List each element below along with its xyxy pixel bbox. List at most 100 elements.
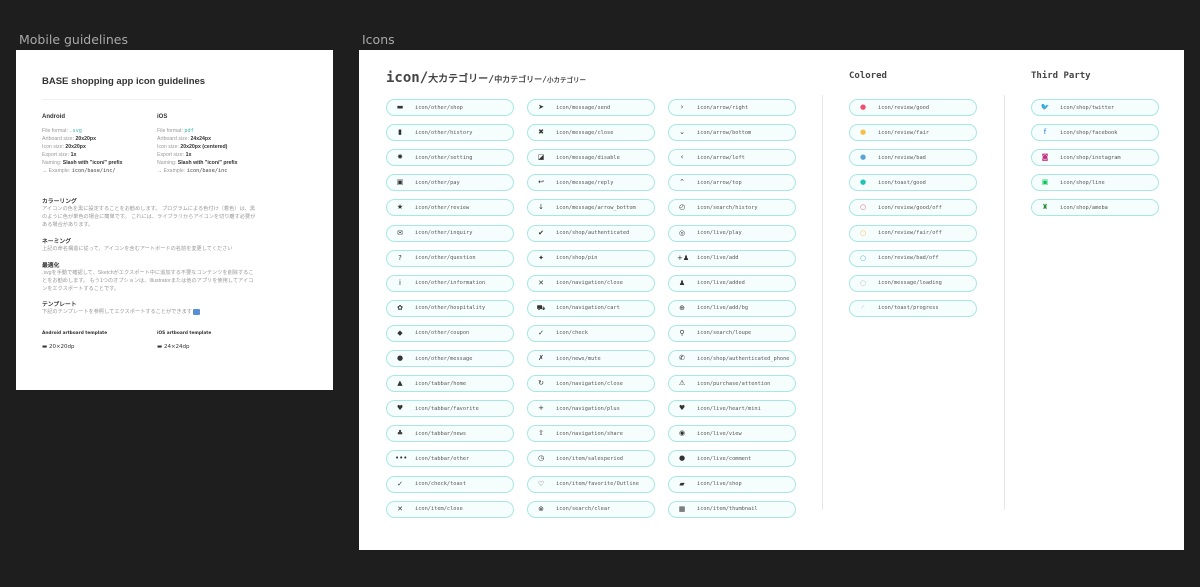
icon-item[interactable]: ⛟ icon/navigation/cart: [527, 299, 655, 317]
icon-item[interactable]: ✹ icon/other/setting: [386, 149, 514, 167]
other-review-icon: ★: [396, 203, 404, 212]
icon-item[interactable]: ⚲ icon/search/loupe: [668, 324, 796, 342]
icon-item[interactable]: ○ icon/review/bad/off: [849, 249, 977, 267]
third-party-heading: Third Party: [1031, 71, 1091, 81]
icon-item[interactable]: ⌄ icon/arrow/bottom: [668, 124, 796, 142]
icon-item[interactable]: ♜ icon/shop/ameba: [1031, 199, 1159, 217]
icon-item[interactable]: ♥ icon/live/heart/mini: [668, 400, 796, 418]
download-icon[interactable]: [193, 308, 201, 315]
arrow-left-icon: ‹: [680, 153, 684, 162]
other-setting-icon: ✹: [397, 153, 403, 162]
spec-label: → Example:: [42, 168, 71, 174]
icon-item[interactable]: ✿ icon/other/hospitality: [386, 299, 514, 317]
icon-item[interactable]: ● icon/review/fair: [849, 124, 977, 142]
icon-item[interactable]: ▬ icon/other/shop: [386, 99, 514, 116]
icon-name: icon/live/play: [697, 230, 742, 236]
navigation-cart-icon: ⛟: [536, 303, 546, 312]
icon-item[interactable]: ● icon/review/bad: [849, 149, 977, 167]
heading-part: 小カテゴリー: [547, 76, 587, 84]
icon-item[interactable]: ▲ icon/tabbar/home: [386, 375, 514, 393]
icon-item[interactable]: +♟ icon/live/add: [668, 249, 796, 267]
icon-item[interactable]: ? icon/other/question: [386, 249, 514, 267]
arrow-right-icon: ›: [680, 103, 684, 111]
frame-label-icons[interactable]: Icons: [362, 32, 395, 47]
icon-name: icon/message/disable: [556, 154, 620, 161]
arrow-bottom-icon: ⌄: [679, 128, 685, 137]
section-body: 下記のテンプレートを参照してエクスポートすることができます: [42, 309, 192, 315]
icon-item[interactable]: ○ icon/review/fair/off: [849, 224, 977, 242]
icon-name: icon/message/reply: [556, 179, 614, 186]
icon-item[interactable]: ○ icon/review/good/off: [849, 199, 977, 217]
icon-item[interactable]: ★ icon/other/review: [386, 199, 514, 217]
icon-item[interactable]: ● icon/other/message: [386, 350, 514, 367]
icon-item[interactable]: ✆ icon/shop/authenticated_phone: [668, 350, 796, 367]
icon-item[interactable]: ▦ icon/item/thumbnail: [668, 500, 796, 518]
icon-item[interactable]: ● icon/toast/good: [849, 174, 977, 192]
icon-item[interactable]: ➤ icon/message/send: [527, 99, 655, 116]
spec-value: 1x: [70, 152, 77, 158]
icon-item[interactable]: ✦ icon/shop/pin: [527, 249, 655, 267]
icon-item[interactable]: ♟ icon/live/added: [668, 274, 796, 292]
icon-name: icon/other/review: [415, 204, 470, 211]
icon-item[interactable]: ⚠ icon/purchase/attention: [668, 375, 796, 393]
icon-item[interactable]: ◷ icon/item/salesperiod: [527, 450, 655, 468]
icon-item[interactable]: ⌃ icon/arrow/top: [668, 174, 796, 192]
icon-item[interactable]: ••• icon/tabbar/other: [386, 450, 514, 468]
icon-item[interactable]: i icon/other/information: [386, 274, 514, 292]
icon-item[interactable]: ✗ icon/news/mute: [527, 350, 655, 367]
icon-item[interactable]: ◉ icon/live/view: [668, 425, 796, 443]
icon-item[interactable]: ⊗ icon/search/clear: [527, 500, 655, 518]
section-coloring: カラーリング アイコンの色を黒に設定することをお勧めします。 プログラムによる色…: [42, 196, 257, 229]
icon-item[interactable]: ◙ icon/shop/instagram: [1031, 149, 1159, 167]
icon-item[interactable]: ⊕ icon/live/add/bg: [668, 299, 796, 317]
icon-item[interactable]: ↓ icon/message/arrow_bottom: [527, 199, 655, 217]
icon-item[interactable]: ✓ icon/check/toast: [386, 475, 514, 493]
icon-item[interactable]: ◜ icon/toast/progress: [849, 299, 977, 317]
message-disable-icon: ◪: [537, 153, 545, 162]
icon-item[interactable]: ◴ icon/search/history: [668, 199, 796, 217]
icon-name: icon/toast/progress: [878, 305, 939, 312]
icon-item[interactable]: ♥ icon/tabbar/favorite: [386, 400, 514, 418]
icon-name: icon/arrow/bottom: [697, 129, 752, 136]
icon-item[interactable]: ▮ icon/other/history: [386, 124, 514, 142]
icon-item[interactable]: ♣ icon/tabbar/news: [386, 425, 514, 443]
icon-item[interactable]: ○ icon/message/loading: [849, 274, 977, 292]
icon-item[interactable]: ✕ icon/item/close: [386, 500, 514, 518]
icon-item[interactable]: ▣ icon/shop/line: [1031, 174, 1159, 192]
section-title: 最適化: [42, 263, 60, 269]
spec-label: Export size:: [42, 152, 70, 158]
icon-item[interactable]: ◆ icon/other/coupon: [386, 324, 514, 342]
icon-item[interactable]: ✓ icon/check: [527, 324, 655, 342]
icon-name: icon/item/salesperiod: [556, 455, 623, 462]
icon-item[interactable]: ⇧ icon/navigation/share: [527, 425, 655, 443]
icon-item[interactable]: › icon/arrow/right: [668, 99, 796, 116]
icon-item[interactable]: ‹ icon/arrow/left: [668, 149, 796, 167]
icon-item[interactable]: ✖ icon/message/close: [527, 124, 655, 142]
icon-item[interactable]: ↻ icon/navigation/close: [527, 375, 655, 393]
spec-value: 20x20px (centered): [180, 144, 228, 150]
icon-item[interactable]: ● icon/review/good: [849, 99, 977, 116]
icon-item[interactable]: ▰ icon/live/shop: [668, 475, 796, 493]
template-name: 24×24dp: [163, 344, 190, 350]
icon-item[interactable]: ✔ icon/shop/authenticated: [527, 224, 655, 242]
icon-item[interactable]: ◎ icon/live/play: [668, 224, 796, 242]
icon-item[interactable]: ✉ icon/other/inquiry: [386, 224, 514, 242]
icon-item[interactable]: ↩ icon/message/reply: [527, 174, 655, 192]
icon-item[interactable]: + icon/navigation/plus: [527, 400, 655, 418]
icon-name: icon/shop/ameba: [1060, 204, 1108, 211]
icon-item[interactable]: ♡ icon/item/favorite/Outline: [527, 475, 655, 493]
icon-item[interactable]: ▣ icon/other/pay: [386, 174, 514, 192]
frame-label-guidelines[interactable]: Mobile guidelines: [19, 32, 129, 47]
icon-item[interactable]: ◪ icon/message/disable: [527, 149, 655, 167]
purchase-attention-icon: ⚠: [678, 379, 686, 388]
icon-name: icon/message/loading: [878, 280, 942, 287]
icon-item[interactable]: 🐦 icon/shop/twitter: [1031, 99, 1159, 116]
item-thumbnail-icon: ▦: [678, 504, 686, 513]
android-template[interactable]: Android artboard template ▬ 20×20dp: [42, 331, 107, 350]
icon-item[interactable]: f icon/shop/facebook: [1031, 124, 1159, 142]
ios-template[interactable]: iOS artboard template ▬ 24×24dp: [157, 331, 211, 350]
icon-name: icon/live/added: [697, 280, 745, 287]
shop-authenticated-phone-icon: ✆: [679, 354, 685, 362]
icon-item[interactable]: ● icon/live/comment: [668, 450, 796, 468]
icon-item[interactable]: ✕ icon/navigation/close: [527, 274, 655, 292]
